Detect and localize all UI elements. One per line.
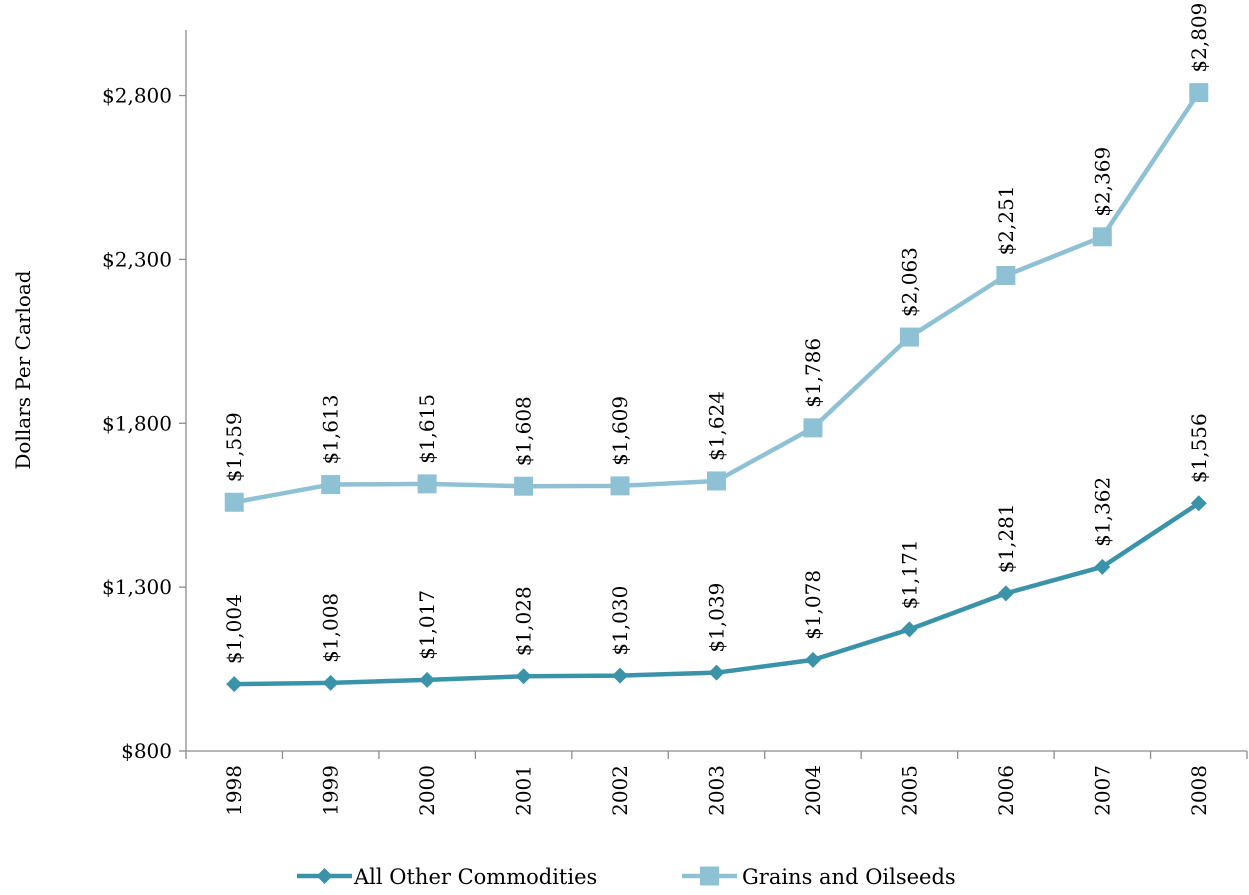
data-label: $1,171 [897, 539, 921, 609]
data-point-diamond [901, 621, 918, 638]
data-label: $1,559 [222, 412, 246, 482]
data-point-square [417, 474, 437, 494]
data-point-diamond [1190, 495, 1207, 512]
data-point-square [1189, 83, 1209, 103]
series-grains-and-oilseeds: $1,559 $1,613 $1,615 $1,608 $1,609 $1,624 $1,7… [222, 3, 1211, 512]
data-label: $2,809 [1187, 3, 1211, 73]
legend: All Other Commodities Grains and Oilseeds [297, 865, 956, 889]
data-point-square [321, 475, 341, 495]
legend-label: All Other Commodities [353, 865, 597, 889]
x-tick-label: 2003 [705, 765, 729, 816]
data-label: $2,369 [1090, 147, 1114, 217]
data-label: $2,251 [994, 185, 1018, 255]
series-layer: $1,004 $1,008 $1,017 $1,028 $1,030 $1,039 $1,0… [222, 3, 1211, 693]
data-label: $1,039 [705, 583, 729, 653]
data-point-diamond [804, 651, 821, 668]
data-label: $1,609 [608, 396, 632, 466]
data-point-square [224, 492, 244, 512]
axes: $800 $1,300 $1,800 $2,300 $2,800 1998 1999 2000… [102, 30, 1248, 816]
data-point-square [610, 476, 630, 496]
data-label: $1,028 [512, 586, 536, 656]
data-label: $1,017 [415, 590, 439, 660]
data-point-square [707, 471, 726, 491]
x-tick-label: 2006 [994, 765, 1018, 816]
data-point-diamond [997, 585, 1014, 602]
x-tick-label: 1998 [222, 765, 246, 816]
data-point-diamond [708, 664, 725, 681]
y-tick-label: $2,800 [102, 84, 172, 108]
data-point-square [996, 265, 1016, 285]
x-tick-label: 2001 [512, 765, 536, 816]
legend-marker-square [700, 866, 719, 886]
data-point-diamond [1094, 558, 1111, 575]
x-tick-label: 2002 [608, 765, 632, 816]
data-label: $1,281 [994, 503, 1018, 573]
series-all-other-commodities: $1,004 $1,008 $1,017 $1,028 $1,030 $1,039 $1,0… [222, 413, 1211, 693]
x-tick-label: 2000 [415, 765, 439, 816]
data-point-square [803, 418, 823, 438]
data-label: $1,624 [705, 391, 729, 461]
data-point-diamond [419, 671, 436, 688]
data-point-diamond [515, 668, 532, 685]
data-point-diamond [612, 667, 629, 684]
legend-item-all-other-commodities: All Other Commodities [297, 865, 597, 889]
data-point-diamond [322, 674, 339, 691]
data-label: $2,063 [897, 247, 921, 317]
data-label: $1,556 [1187, 413, 1211, 483]
data-label: $1,608 [512, 396, 536, 466]
y-tick-label: $1,800 [102, 411, 172, 435]
y-tick-label: $800 [121, 739, 172, 763]
y-axis-title: Dollars Per Carload [11, 270, 35, 469]
y-tick-label: $2,300 [102, 247, 172, 271]
x-tick-label: 2007 [1090, 765, 1114, 816]
y-axis-title-group: Dollars Per Carload [11, 270, 35, 469]
data-label: $1,078 [801, 570, 825, 640]
data-label: $1,613 [319, 395, 343, 465]
data-point-diamond [226, 676, 243, 693]
data-label: $1,030 [608, 586, 632, 656]
x-tick-label: 2004 [801, 765, 825, 816]
x-tick-label: 2005 [897, 765, 921, 816]
data-point-square [899, 327, 919, 347]
data-label: $1,615 [415, 394, 439, 464]
legend-label: Grains and Oilseeds [742, 865, 956, 889]
data-label: $1,786 [801, 338, 825, 408]
y-tick-label: $1,300 [102, 575, 172, 599]
x-tick-label: 2008 [1187, 765, 1211, 816]
legend-marker-diamond [316, 868, 333, 884]
data-point-square [1092, 227, 1112, 247]
data-label: $1,004 [222, 594, 246, 664]
data-label: $1,008 [319, 593, 343, 663]
data-label: $1,362 [1090, 477, 1114, 547]
legend-item-grains-and-oilseeds: Grains and Oilseeds [682, 865, 956, 889]
x-tick-label: 1999 [319, 765, 343, 816]
data-point-square [514, 476, 534, 496]
